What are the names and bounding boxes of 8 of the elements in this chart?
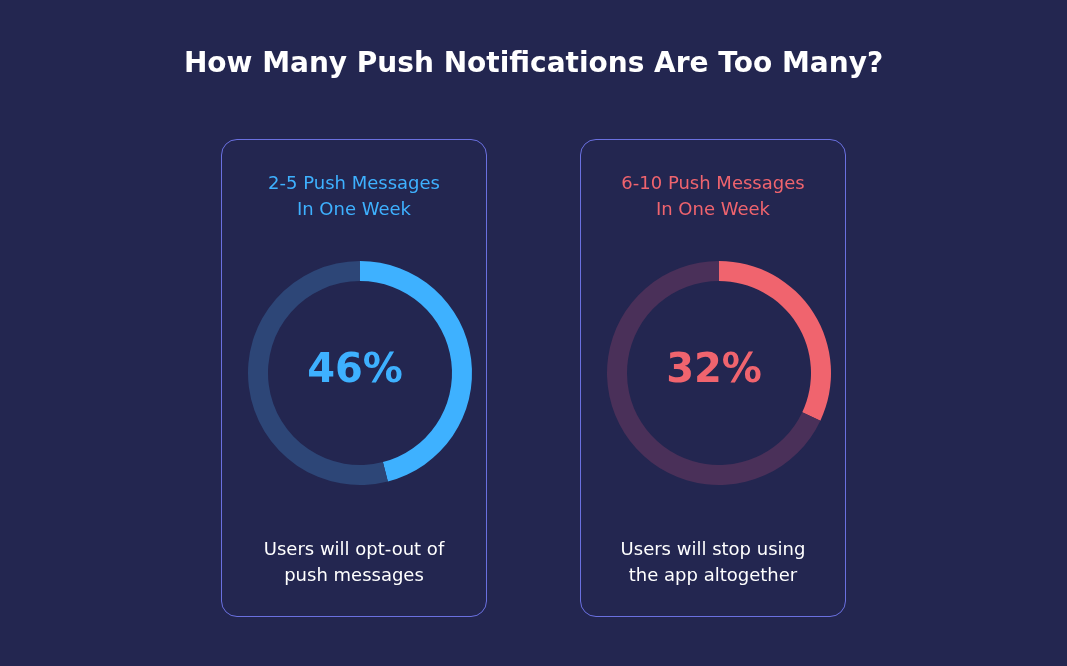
text: How Many Push Notifications Are Too Many?: [182, 46, 885, 79]
text: 32%: [665, 344, 763, 392]
chart-title: 6-10 Push Messages In One Week: [621, 171, 805, 221]
donut-slice: [607, 261, 821, 485]
text: Users will opt-out of push messages: [262, 537, 446, 587]
text: 46%: [306, 344, 404, 392]
text: Users will stop using the app altogether: [619, 537, 807, 587]
chart-title: 2-5 Push Messages In One Week: [267, 171, 441, 221]
